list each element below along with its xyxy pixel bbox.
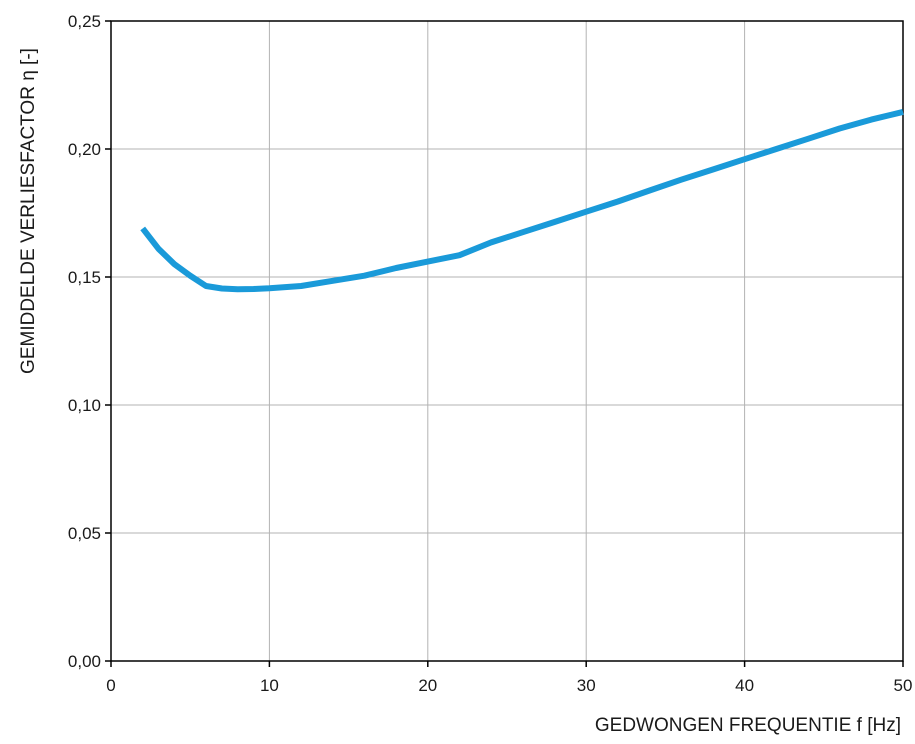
x-tick-label: 0 xyxy=(106,676,115,695)
x-tick-label: 30 xyxy=(577,676,596,695)
y-tick-label: 0,20 xyxy=(68,140,101,159)
y-tick-label: 0,25 xyxy=(68,12,101,31)
plot-area-frame xyxy=(110,20,904,662)
x-tick-label: 20 xyxy=(418,676,437,695)
y-tick-label: 0,05 xyxy=(68,524,101,543)
x-axis-title: GEDWONGEN FREQUENTIE f [Hz] xyxy=(595,715,901,736)
axis-tick-labels: 0 10 20 30 40 50 0,00 0,05 0,10 0,15 0,20 0,25 xyxy=(68,12,913,695)
y-tick-label: 0,00 xyxy=(68,652,101,671)
x-tick-label: 10 xyxy=(260,676,279,695)
series-line xyxy=(140,108,904,293)
gridlines xyxy=(111,21,903,661)
x-tick-label: 40 xyxy=(735,676,754,695)
y-tick-label: 0,10 xyxy=(68,396,101,415)
data-series xyxy=(140,108,904,293)
y-axis-title: GEMIDDELDE VERLIESFACTOR η [-] xyxy=(18,48,39,374)
y-tick-label: 0,15 xyxy=(68,268,101,287)
x-tick-label: 50 xyxy=(894,676,913,695)
